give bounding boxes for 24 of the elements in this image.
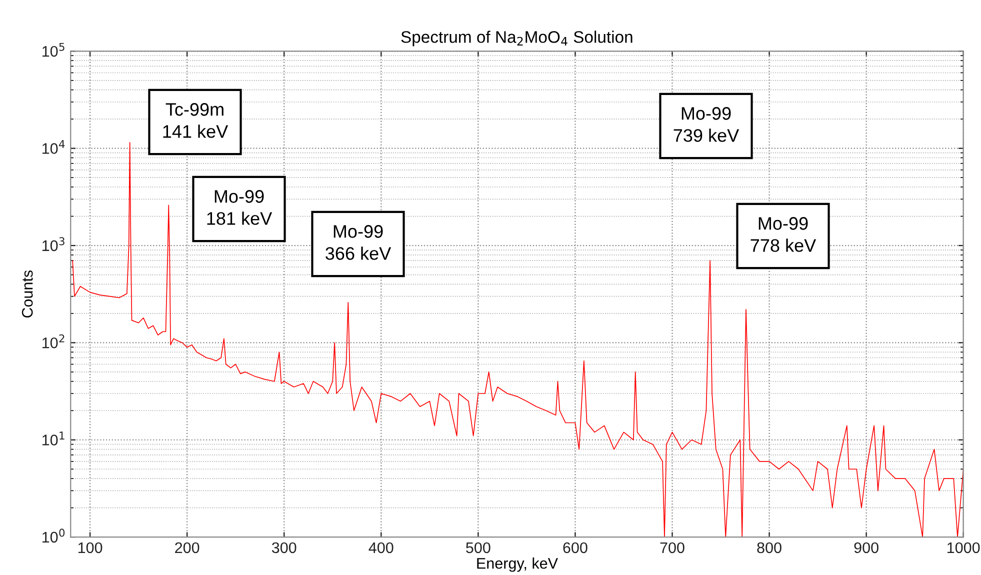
y-tick-label: 10$^{5}$ — [42, 42, 64, 57]
y-tick-label: 10$^{4}$ — [42, 140, 65, 154]
x-tick-label: 400 — [368, 542, 394, 554]
annotation: Tc-99m 141 keV — [163, 103, 228, 138]
chart-title: Spectrum of Na$_{2}$MoO$_{4}$ Solution — [401, 30, 632, 46]
x-tick-label: 200 — [175, 542, 200, 554]
annotation: Mo-99 366 keV — [326, 225, 392, 260]
y-axis-title: Counts — [22, 270, 33, 318]
x-tick-label: 1000 — [948, 542, 980, 554]
annotation: Mo-99 181 keV — [207, 190, 272, 225]
x-tick-label: 100 — [78, 542, 102, 554]
y-tick-label: 10$^{2}$ — [42, 334, 64, 348]
x-tick-label: 800 — [757, 542, 782, 554]
y-tick-label: 10$^{3}$ — [42, 237, 64, 252]
x-axis-title: Energy, keV — [477, 558, 558, 572]
y-tick-label: 10$^{1}$ — [42, 432, 64, 446]
x-tick-label: 600 — [563, 542, 588, 554]
y-tick-label: 10$^{0}$ — [42, 528, 65, 543]
x-tick-label: 900 — [854, 542, 878, 554]
annotation: Mo-99 739 keV — [674, 107, 740, 142]
x-tick-label: 300 — [272, 542, 296, 554]
x-tick-label: 500 — [466, 542, 490, 554]
annotation: Mo-99 778 keV — [750, 217, 816, 252]
x-tick-label: 700 — [660, 542, 684, 554]
